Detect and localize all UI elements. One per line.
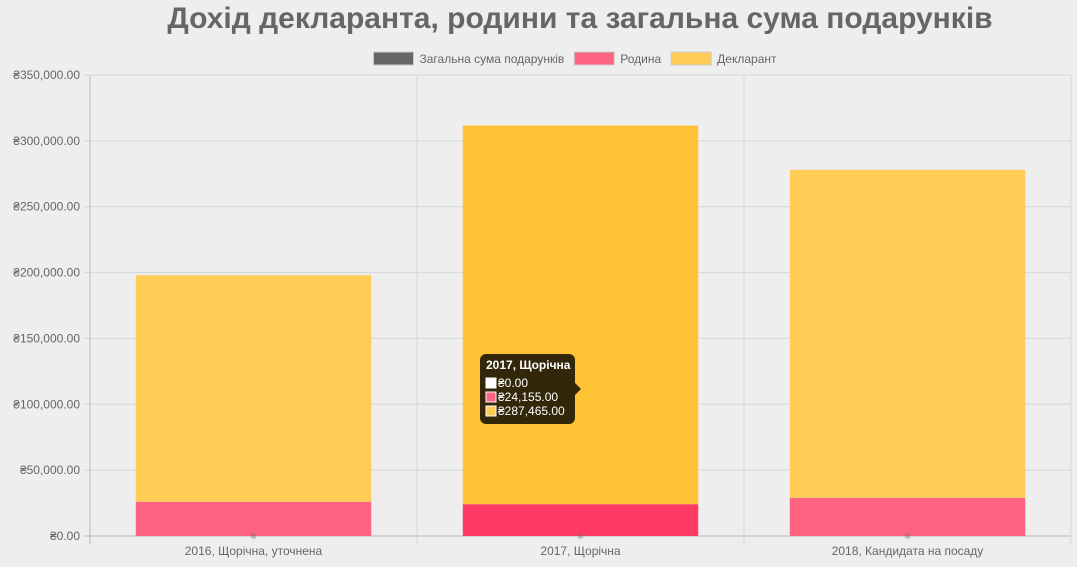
tooltip-box: [480, 354, 575, 424]
x-tick-label: 2017, Щорічна: [540, 544, 621, 558]
x-tick-label: 2016, Щорічна, уточнена: [185, 544, 323, 558]
tooltip: 2017, Щорічна ₴0.00₴24,155.00₴287,465.00: [480, 354, 581, 424]
y-tick-label: ₴350,000.00: [13, 68, 80, 82]
tooltip-value: ₴0.00: [498, 376, 528, 390]
bar-segment: [135, 275, 372, 502]
y-tick-label: ₴0.00: [50, 529, 80, 543]
chart-title: Дохід декларанта, родини та загальна сум…: [167, 2, 993, 35]
y-tick-label: ₴100,000.00: [13, 397, 80, 411]
zero-point: [250, 533, 257, 539]
legend-label: Загальна сума подарунків: [419, 52, 564, 66]
tooltip-value: ₴287,465.00: [498, 404, 565, 418]
legend-label: Декларант: [717, 52, 777, 66]
bar-segment: [135, 501, 372, 536]
bar-segment: [789, 169, 1026, 498]
y-tick-label: ₴200,000.00: [13, 266, 80, 280]
bars: [135, 125, 1026, 539]
tooltip-caret: [575, 383, 581, 395]
y-tick-label: ₴300,000.00: [13, 134, 80, 148]
axes: ₴0.00 ₴50,000.00 ₴100,000.00 ₴150,000.00 ₴20…: [13, 68, 983, 558]
y-tick-label: ₴150,000.00: [13, 331, 80, 345]
tooltip-swatch: [485, 377, 497, 389]
tooltip-swatch: [485, 405, 497, 417]
tooltip-title: 2017, Щорічна: [486, 358, 571, 372]
legend-swatch: [573, 51, 615, 66]
tooltip-value: ₴24,155.00: [498, 390, 558, 404]
legend-swatch: [670, 51, 712, 66]
zero-point: [904, 533, 911, 539]
y-tick-label: ₴250,000.00: [13, 200, 80, 214]
x-tick-label: 2018, Кандидата на посаду: [832, 544, 984, 558]
y-tick-label: ₴50,000.00: [20, 463, 80, 477]
bar-segment: [462, 504, 699, 536]
legend: Загальна сума подарунків Родина Декларант: [372, 51, 777, 66]
tooltip-swatch: [485, 391, 497, 403]
bar-segment: [462, 125, 699, 505]
legend-label: Родина: [620, 52, 661, 66]
legend-swatch: [372, 51, 414, 66]
bar-segment: [789, 497, 1026, 536]
zero-point: [577, 533, 584, 539]
